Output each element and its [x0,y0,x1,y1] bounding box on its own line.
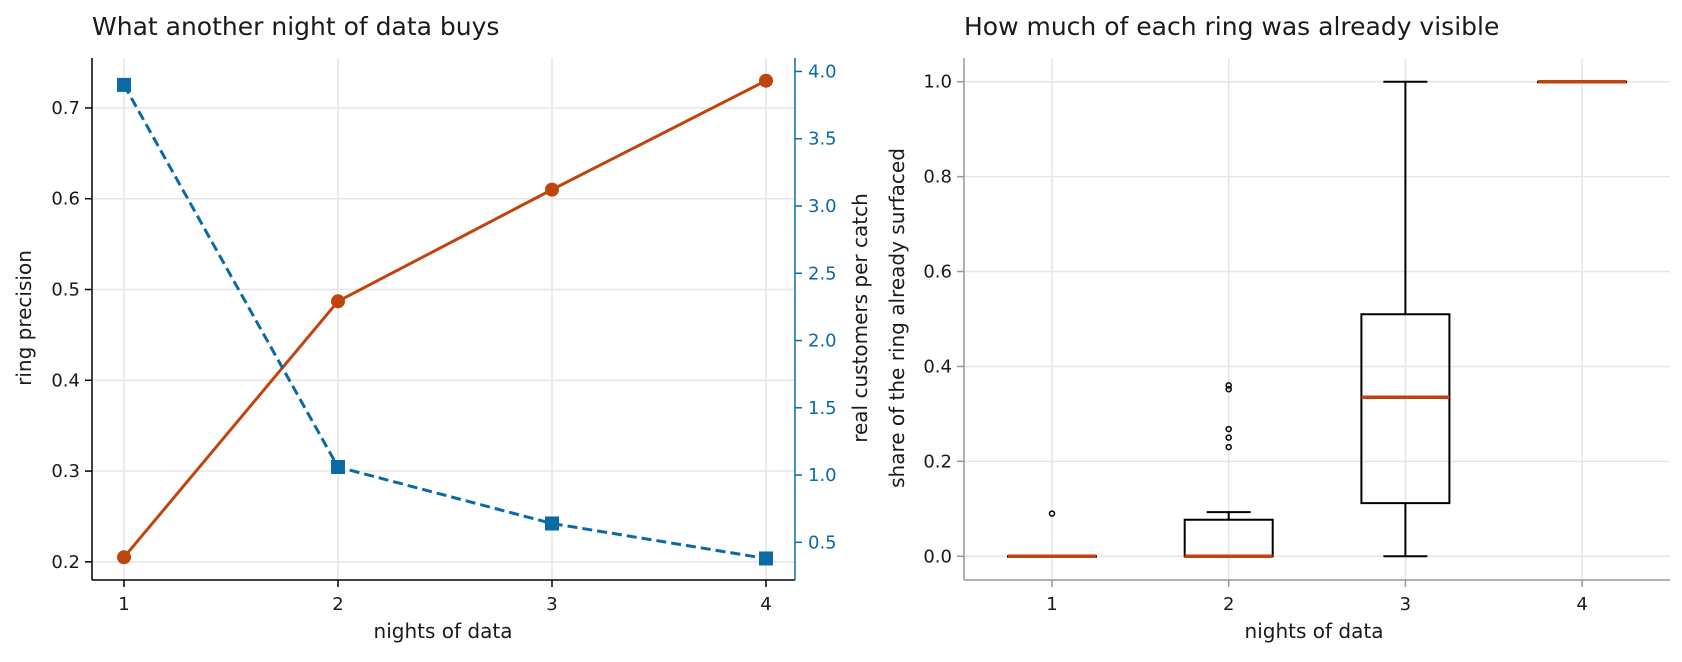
box-iqr [1360,313,1451,505]
panel1-y2-tick-label: 3.0 [808,196,837,217]
panel2-x-axis-label: nights of data [1245,619,1384,643]
panel1-x-tick-label: 1 [118,594,129,615]
panel1-y2-tick-label: 0.5 [808,532,837,553]
box-outlier [1048,510,1056,517]
panel2-x-tick-label: 2 [1223,594,1234,615]
panel2-x-tick-label: 4 [1576,594,1587,615]
panel2-grid [964,58,1670,580]
panel1-y2-tick-label: 2.5 [808,263,837,284]
panel1-axes: 0.2 0.3 0.4 0.5 0.6 0.7 0.5 1.0 1.5 2.0 2.5 3.0 3.5 4… [51,58,837,615]
panel2-axes: 1 2 3 4 0.0 0.2 0.4 0.6 0.8 1.0 [923,58,1670,615]
panel1-y2-tick-label: 1.0 [808,465,837,486]
panel1-x-tick-label: 3 [546,594,557,615]
panel2-marks [1007,79,1628,559]
panel2-x-tick-label: 1 [1046,594,1057,615]
panel-precision-vs-customers: 0.2 0.3 0.4 0.5 0.6 0.7 0.5 1.0 1.5 2.0 2.5 3.0 3.5 4… [12,12,872,643]
box-outlier [1225,434,1232,441]
box-group [1183,382,1274,559]
panel1-y-tick-label: 0.7 [51,98,80,119]
panel1-y2-tick-label: 3.5 [808,129,837,150]
box-outlier [1225,425,1232,433]
panel2-y-tick-label: 0.4 [923,356,952,377]
precision-series-line [122,79,767,559]
panel1-x-tick-label: 4 [760,594,771,615]
panel1-y2-axis-label: real customers per catch [848,193,872,443]
customers-point [545,516,559,531]
customers-point [759,551,773,566]
customers-series-line [122,84,767,560]
panel1-x-axis-label: nights of data [374,619,513,643]
box-group [1007,510,1097,559]
panel2-y-tick-label: 0.0 [923,546,952,567]
panel1-y-axis-label: ring precision [12,250,36,386]
panel1-y-tick-label: 0.2 [51,552,80,573]
panel1-y-tick-label: 0.4 [51,370,80,391]
panel1-y-tick-label: 0.3 [51,461,80,482]
panel1-title: What another night of data buys [92,12,499,41]
panel1-y2-tick-label: 4.0 [808,61,837,82]
panel1-grid [92,58,795,580]
panel2-y-tick-label: 0.8 [923,167,952,188]
box-outlier [1225,385,1232,393]
customers-point [331,459,345,474]
precision-point [545,182,559,197]
box-outlier [1225,382,1232,389]
customers-point [117,77,131,92]
panel1-y-tick-label: 0.5 [51,279,80,300]
panel1-marks [117,73,773,566]
panel2-y-axis-label: share of the ring already surfaced [885,148,909,488]
panel1-x-tick-label: 2 [332,594,343,615]
box-outlier [1225,443,1232,451]
precision-point [331,294,345,309]
panel2-y-tick-label: 0.6 [923,262,952,283]
panel-ring-visibility: 1 2 3 4 0.0 0.2 0.4 0.6 0.8 1.0 How much of each … [885,12,1670,643]
precision-point [117,550,131,565]
panel1-y-tick-label: 0.6 [51,189,80,210]
box-group [1360,80,1451,558]
panel1-y2-tick-label: 2.0 [808,331,837,352]
panel2-title: How much of each ring was already visibl… [964,12,1499,41]
panel2-x-tick-label: 3 [1400,594,1411,615]
panel2-y-tick-label: 0.2 [923,451,952,472]
box-group [1537,79,1628,84]
precision-point [759,73,773,88]
panel2-y-tick-label: 1.0 [923,72,952,93]
panel1-y2-tick-label: 1.5 [808,398,837,419]
